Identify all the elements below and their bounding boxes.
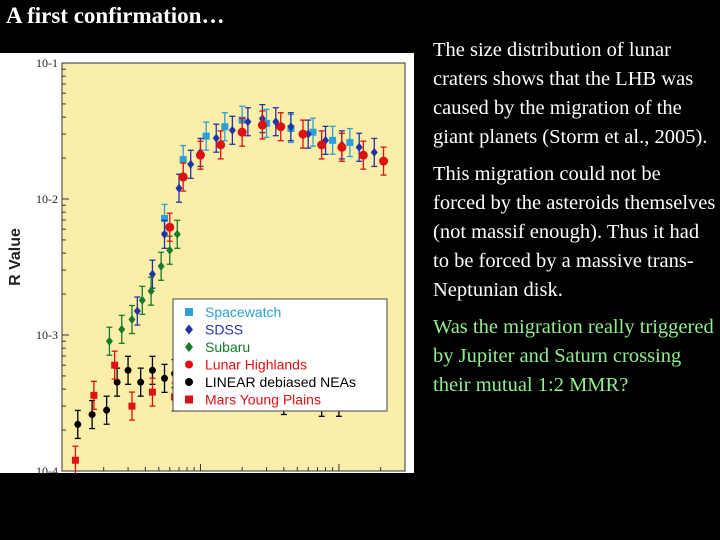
legend-marker-spacewatch <box>185 308 193 316</box>
spacewatch-point <box>161 214 169 222</box>
sdss-point <box>212 133 220 143</box>
mars-young-plains-point <box>111 361 119 369</box>
crater-size-chart: 0.111010-410-310-210-1Diameter (km)R Val… <box>7 56 406 473</box>
lunar-highlands-point <box>216 140 226 150</box>
legend-label-linear-debiased-neas: LINEAR debiased NEAs <box>205 374 356 390</box>
sdss-point <box>148 269 156 279</box>
legend-marker-sdss <box>185 324 193 335</box>
subaru-point <box>173 229 181 239</box>
y-axis-title: R Value <box>7 228 24 286</box>
subaru-point <box>138 295 146 305</box>
lunar-highlands-point <box>237 127 247 137</box>
lunar-highlands-point <box>257 120 267 130</box>
legend-label-mars-young-plains: Mars Young Plains <box>205 392 321 408</box>
paragraph-3: Was the migration really triggered by Ju… <box>433 316 714 396</box>
subaru-point <box>147 286 155 296</box>
linear-debiased-neas-point <box>124 366 132 374</box>
legend-label-sdss: SDSS <box>205 322 243 338</box>
spacewatch-point <box>329 136 337 144</box>
legend-marker-lunar-highlands <box>185 360 193 369</box>
spacewatch-point <box>179 156 187 164</box>
sdss-point <box>161 229 169 239</box>
linear-debiased-neas-point <box>103 406 111 414</box>
sdss-point <box>244 117 252 127</box>
spacewatch-point <box>309 128 317 136</box>
legend <box>172 298 388 412</box>
linear-debiased-neas-point <box>148 366 156 374</box>
subaru-point <box>128 315 136 325</box>
lunar-highlands-point <box>165 222 175 232</box>
legend-marker-linear-debiased-neas <box>185 378 193 386</box>
legend-label-subaru: Subaru <box>205 339 250 355</box>
linear-debiased-neas-point <box>74 420 82 428</box>
legend-label-spacewatch: Spacewatch <box>205 304 281 320</box>
mars-young-plains-point <box>128 402 136 410</box>
legend-marker-subaru <box>185 342 193 352</box>
lunar-highlands-point <box>276 122 286 132</box>
sdss-point <box>187 159 195 169</box>
legend-label-lunar-highlands: Lunar Highlands <box>205 357 307 373</box>
slide-title: A first confirmation… <box>6 3 225 28</box>
y-tick-label: 10-3 <box>36 328 58 342</box>
linear-debiased-neas-point <box>161 374 169 382</box>
sdss-point <box>287 122 295 132</box>
crater-size-plot: 0.111010-410-310-210-1Diameter (km)R Val… <box>0 53 414 473</box>
subaru-point <box>105 336 113 346</box>
paragraph-1: The size distribution of lunar craters s… <box>433 39 708 148</box>
legend-marker-mars-young-plains <box>185 395 193 404</box>
paragraph-2: This migration could not be forced by th… <box>433 163 716 301</box>
spacewatch-point <box>346 139 354 147</box>
lunar-highlands-point <box>337 142 347 152</box>
spacewatch-point <box>202 132 210 140</box>
y-tick-label: 10-2 <box>36 192 58 206</box>
lunar-highlands-point <box>317 140 327 150</box>
lunar-highlands-point <box>195 150 205 160</box>
sdss-point <box>355 142 363 152</box>
linear-debiased-neas-point <box>137 378 145 386</box>
y-tick-label: 10-1 <box>36 56 58 70</box>
slide-text: The size distribution of lunar craters s… <box>433 36 717 408</box>
subaru-point <box>166 245 174 255</box>
sdss-point <box>322 135 330 145</box>
linear-debiased-neas-point <box>113 378 121 386</box>
subaru-point <box>118 324 126 334</box>
lunar-highlands-point <box>379 156 389 166</box>
linear-debiased-neas-point <box>88 411 96 419</box>
mars-young-plains-point <box>148 388 156 396</box>
spacewatch-point <box>221 123 229 131</box>
sdss-point <box>133 306 141 316</box>
lunar-highlands-point <box>298 129 308 139</box>
mars-young-plains-point <box>90 391 98 399</box>
sdss-point <box>370 147 378 157</box>
sdss-point <box>228 125 236 135</box>
subaru-point <box>157 261 165 271</box>
mars-young-plains-point <box>71 456 79 464</box>
lunar-highlands-point <box>358 150 368 160</box>
lunar-highlands-point <box>178 172 188 182</box>
y-tick-label: 10-4 <box>36 464 58 473</box>
